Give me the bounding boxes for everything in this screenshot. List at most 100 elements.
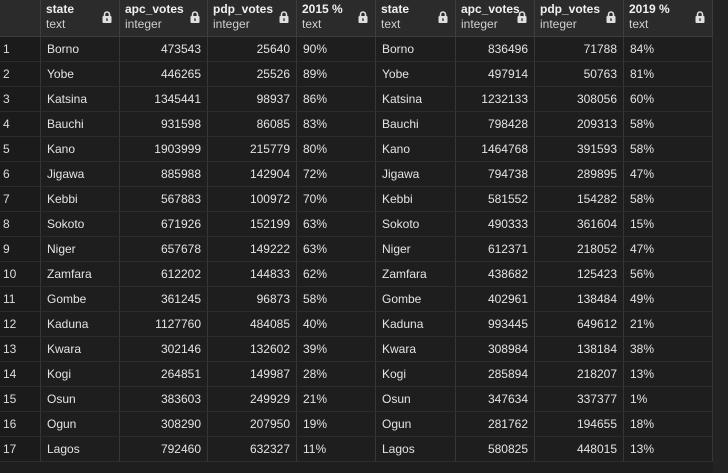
table-cell[interactable]: 308290 — [120, 412, 208, 437]
table-cell[interactable]: 347634 — [456, 387, 535, 412]
table-cell[interactable]: 90% — [297, 37, 376, 62]
table-cell[interactable]: 81% — [624, 62, 713, 87]
table-cell[interactable]: 581552 — [456, 187, 535, 212]
table-cell[interactable]: 58% — [624, 137, 713, 162]
table-cell[interactable]: 361245 — [120, 287, 208, 312]
table-cell[interactable]: 70% — [297, 187, 376, 212]
table-cell[interactable]: 1903999 — [120, 137, 208, 162]
table-cell[interactable]: 215779 — [208, 137, 297, 162]
table-cell[interactable]: 337377 — [535, 387, 624, 412]
table-cell[interactable]: 138184 — [535, 337, 624, 362]
table-cell[interactable]: 84% — [624, 37, 713, 62]
column-header[interactable]: state text — [376, 0, 456, 37]
table-cell[interactable]: Borno — [41, 37, 120, 62]
table-cell[interactable]: 567883 — [120, 187, 208, 212]
table-cell[interactable]: Gombe — [41, 287, 120, 312]
table-cell[interactable]: 47% — [624, 237, 713, 262]
table-cell[interactable]: 50763 — [535, 62, 624, 87]
table-cell[interactable]: Borno — [376, 37, 456, 62]
table-cell[interactable]: 302146 — [120, 337, 208, 362]
table-cell[interactable]: Kwara — [376, 337, 456, 362]
table-cell[interactable]: 836496 — [456, 37, 535, 62]
column-header[interactable]: state text — [41, 0, 120, 37]
table-cell[interactable]: 39% — [297, 337, 376, 362]
table-cell[interactable]: 281762 — [456, 412, 535, 437]
table-cell[interactable]: 152199 — [208, 212, 297, 237]
table-cell[interactable]: Ogun — [41, 412, 120, 437]
table-cell[interactable]: Jigawa — [376, 162, 456, 187]
table-cell[interactable]: 446265 — [120, 62, 208, 87]
table-cell[interactable]: 649612 — [535, 312, 624, 337]
table-cell[interactable]: 63% — [297, 212, 376, 237]
table-cell[interactable]: 98937 — [208, 87, 297, 112]
table-cell[interactable]: Niger — [376, 237, 456, 262]
table-cell[interactable]: Zamfara — [41, 262, 120, 287]
table-cell[interactable]: 58% — [297, 287, 376, 312]
table-cell[interactable]: Zamfara — [376, 262, 456, 287]
table-cell[interactable]: 25640 — [208, 37, 297, 62]
table-cell[interactable]: 60% — [624, 87, 713, 112]
table-cell[interactable]: 63% — [297, 237, 376, 262]
table-cell[interactable]: Sokoto — [41, 212, 120, 237]
table-cell[interactable]: 21% — [624, 312, 713, 337]
table-cell[interactable]: 1464768 — [456, 137, 535, 162]
table-cell[interactable]: 209313 — [535, 112, 624, 137]
table-cell[interactable]: 38% — [624, 337, 713, 362]
table-cell[interactable]: 448015 — [535, 437, 624, 462]
table-cell[interactable]: 142904 — [208, 162, 297, 187]
table-cell[interactable]: 15% — [624, 212, 713, 237]
table-cell[interactable]: 25526 — [208, 62, 297, 87]
table-cell[interactable]: Kebbi — [41, 187, 120, 212]
table-cell[interactable]: 361604 — [535, 212, 624, 237]
table-cell[interactable]: Jigawa — [41, 162, 120, 187]
table-cell[interactable]: 580825 — [456, 437, 535, 462]
table-cell[interactable]: 612371 — [456, 237, 535, 262]
table-cell[interactable]: 58% — [624, 187, 713, 212]
table-cell[interactable]: 612202 — [120, 262, 208, 287]
table-cell[interactable]: 19% — [297, 412, 376, 437]
table-cell[interactable]: 21% — [297, 387, 376, 412]
column-header[interactable]: pdp_votes integer — [535, 0, 624, 37]
table-cell[interactable]: Yobe — [376, 62, 456, 87]
table-cell[interactable]: Osun — [376, 387, 456, 412]
table-cell[interactable]: 62% — [297, 262, 376, 287]
table-cell[interactable]: Sokoto — [376, 212, 456, 237]
table-cell[interactable]: 194655 — [535, 412, 624, 437]
table-cell[interactable]: Kogi — [376, 362, 456, 387]
table-cell[interactable]: Katsina — [41, 87, 120, 112]
table-cell[interactable]: 885988 — [120, 162, 208, 187]
table-cell[interactable]: 89% — [297, 62, 376, 87]
table-cell[interactable]: 473543 — [120, 37, 208, 62]
table-cell[interactable]: Kaduna — [41, 312, 120, 337]
table-cell[interactable]: 249929 — [208, 387, 297, 412]
table-cell[interactable]: 391593 — [535, 137, 624, 162]
table-cell[interactable]: 497914 — [456, 62, 535, 87]
table-cell[interactable]: 657678 — [120, 237, 208, 262]
table-cell[interactable]: 13% — [624, 362, 713, 387]
table-cell[interactable]: Lagos — [376, 437, 456, 462]
table-cell[interactable]: 96873 — [208, 287, 297, 312]
table-cell[interactable]: 11% — [297, 437, 376, 462]
table-cell[interactable]: 993445 — [456, 312, 535, 337]
table-cell[interactable]: 438682 — [456, 262, 535, 287]
table-cell[interactable]: 1232133 — [456, 87, 535, 112]
table-cell[interactable]: Bauchi — [376, 112, 456, 137]
table-cell[interactable]: 40% — [297, 312, 376, 337]
table-cell[interactable]: 132602 — [208, 337, 297, 362]
table-cell[interactable]: 218052 — [535, 237, 624, 262]
column-header[interactable]: 2015 % text — [297, 0, 376, 37]
table-cell[interactable]: Kogi — [41, 362, 120, 387]
table-cell[interactable]: 86085 — [208, 112, 297, 137]
table-cell[interactable]: 56% — [624, 262, 713, 287]
table-cell[interactable]: Katsina — [376, 87, 456, 112]
table-cell[interactable]: 218207 — [535, 362, 624, 387]
table-cell[interactable]: 289895 — [535, 162, 624, 187]
table-cell[interactable]: 71788 — [535, 37, 624, 62]
table-cell[interactable]: 154282 — [535, 187, 624, 212]
table-cell[interactable]: 484085 — [208, 312, 297, 337]
table-cell[interactable]: 149987 — [208, 362, 297, 387]
column-header[interactable]: pdp_votes integer — [208, 0, 297, 37]
vertical-scrollbar[interactable] — [713, 0, 728, 473]
table-cell[interactable]: 490333 — [456, 212, 535, 237]
table-cell[interactable]: 13% — [624, 437, 713, 462]
